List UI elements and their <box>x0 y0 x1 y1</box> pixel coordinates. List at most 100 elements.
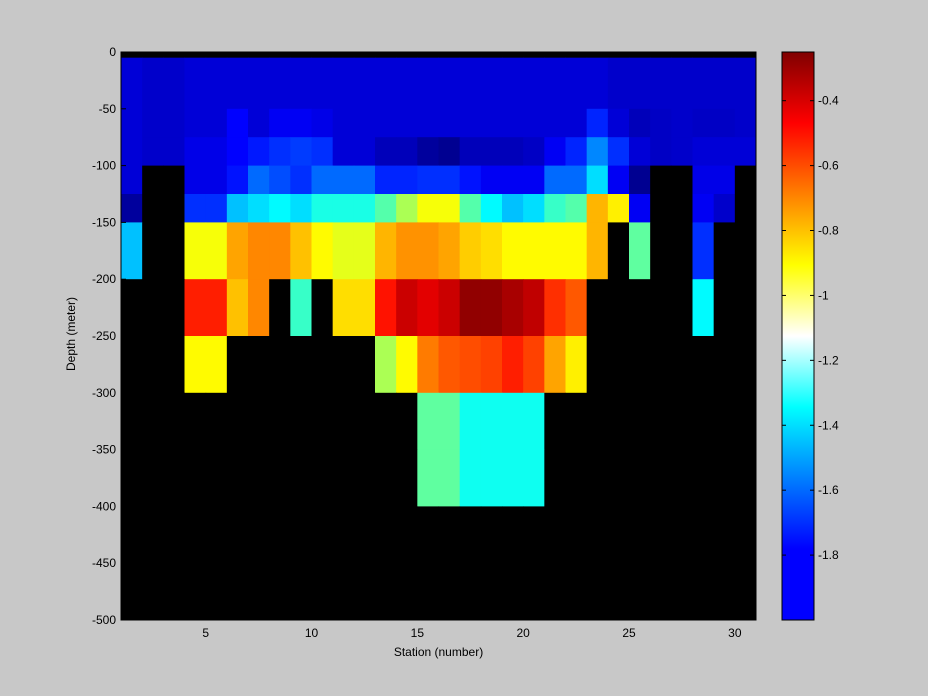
heatmap-cell <box>375 57 397 110</box>
heatmap-cell <box>417 137 439 167</box>
heatmap-cell <box>290 108 312 138</box>
heatmap-cell <box>205 222 228 280</box>
heatmap-cell <box>565 392 588 451</box>
heatmap-cell <box>459 194 482 223</box>
heatmap-cell <box>629 222 651 280</box>
heatmap-cell <box>332 449 355 507</box>
heatmap-cell <box>480 57 503 110</box>
heatmap-cell <box>332 194 355 223</box>
heatmap-cell <box>184 137 207 167</box>
heatmap-cell <box>502 52 524 59</box>
heatmap-cell <box>480 165 503 195</box>
heatmap-cell <box>332 137 355 167</box>
heatmap-cell <box>353 222 376 280</box>
heatmap-cell <box>163 506 185 564</box>
heatmap-cell <box>163 392 185 451</box>
x-tick-label: 15 <box>411 626 425 640</box>
heatmap-cell <box>586 279 609 337</box>
heatmap-cell <box>565 336 588 394</box>
heatmap-cell <box>544 52 566 59</box>
y-tick-label: -200 <box>92 272 116 286</box>
heatmap-cell <box>163 137 185 167</box>
heatmap-cell <box>734 392 757 451</box>
heatmap-cell <box>734 563 757 621</box>
heatmap-cell <box>184 392 207 451</box>
heatmap-cell <box>121 449 143 507</box>
heatmap-cell <box>269 506 291 564</box>
heatmap-cell <box>480 563 503 621</box>
heatmap-cell <box>121 165 143 195</box>
heatmap-cell <box>417 57 439 110</box>
heatmap-cell <box>692 222 715 280</box>
heatmap-cell <box>607 137 630 167</box>
heatmap-cell <box>459 449 482 507</box>
heatmap-cell <box>353 279 376 337</box>
heatmap-cell <box>565 194 588 223</box>
heatmap-cell <box>565 57 588 110</box>
heatmap-cell <box>396 392 418 451</box>
heatmap-cell <box>629 194 651 223</box>
heatmap-cell <box>607 279 630 337</box>
heatmap-cell <box>565 108 588 138</box>
heatmap-cell <box>523 506 545 564</box>
heatmap-cell <box>650 563 672 621</box>
heatmap-cell <box>121 222 143 280</box>
heatmap-cell <box>248 222 270 280</box>
heatmap-cell <box>184 194 207 223</box>
heatmap-cell <box>396 52 418 59</box>
heatmap-cell <box>417 222 439 280</box>
heatmap-cell <box>586 108 609 138</box>
heatmap-cell <box>290 279 312 337</box>
heatmap-cell <box>459 392 482 451</box>
heatmap-cell <box>311 137 334 167</box>
heatmap-cell <box>205 279 228 337</box>
heatmap-cell <box>226 108 249 138</box>
colorbar-gradient <box>782 52 814 620</box>
heatmap-cell <box>248 392 270 451</box>
heatmap-cell <box>713 108 736 138</box>
heatmap-cell <box>671 563 693 621</box>
heatmap-cell <box>417 449 439 507</box>
heatmap-cell <box>713 279 736 337</box>
heatmap-cell <box>523 392 545 451</box>
heatmap-cell <box>629 449 651 507</box>
heatmap-cell <box>629 563 651 621</box>
heatmap-cell <box>184 57 207 110</box>
heatmap-cell <box>184 52 207 59</box>
heatmap-cell <box>248 563 270 621</box>
heatmap-cell <box>205 52 228 59</box>
heatmap-cell <box>523 336 545 394</box>
heatmap-cell <box>290 52 312 59</box>
heatmap-cell <box>607 165 630 195</box>
heatmap-cell <box>480 336 503 394</box>
heatmap-cell <box>586 222 609 280</box>
heatmap-cell <box>459 52 482 59</box>
x-tick-label: 20 <box>516 626 530 640</box>
heatmap-cell <box>269 336 291 394</box>
heatmap-cell <box>142 108 164 138</box>
heatmap-cell <box>311 279 334 337</box>
heatmap-cell <box>544 279 566 337</box>
heatmap-cell <box>607 336 630 394</box>
heatmap-cell <box>248 336 270 394</box>
heatmap-cell <box>734 57 757 110</box>
x-tick-label: 30 <box>728 626 742 640</box>
heatmap-cell <box>226 506 249 564</box>
colorbar <box>781 51 815 621</box>
heatmap-cell <box>396 137 418 167</box>
heatmap-cell <box>544 563 566 621</box>
heatmap-cell <box>121 563 143 621</box>
heatmap-cell <box>226 165 249 195</box>
heatmap-cell <box>629 52 651 59</box>
heatmap-cell <box>353 563 376 621</box>
x-tick-label: 10 <box>305 626 319 640</box>
heatmap-cell <box>713 165 736 195</box>
heatmap-cell <box>311 194 334 223</box>
heatmap-cell <box>459 279 482 337</box>
heatmap-cell <box>142 52 164 59</box>
heatmap-cell <box>671 137 693 167</box>
heatmap-cell <box>607 506 630 564</box>
heatmap-cell <box>607 57 630 110</box>
y-axis-label: Depth (meter) <box>64 297 78 371</box>
heatmap-cell <box>607 222 630 280</box>
